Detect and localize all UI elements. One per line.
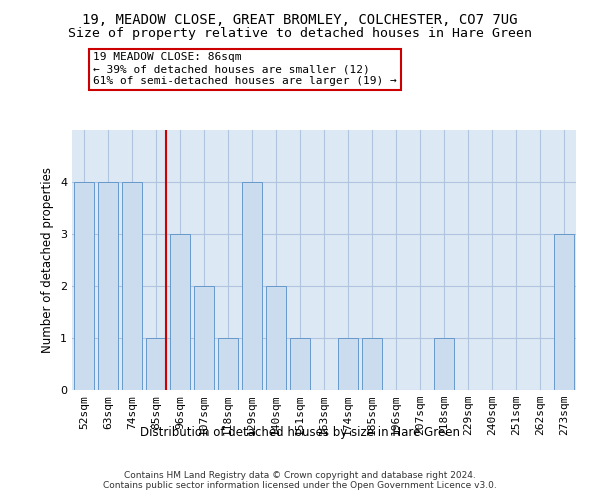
Text: 19, MEADOW CLOSE, GREAT BROMLEY, COLCHESTER, CO7 7UG: 19, MEADOW CLOSE, GREAT BROMLEY, COLCHES… (82, 12, 518, 26)
Bar (194, 286, 214, 390)
Text: Distribution of detached houses by size in Hare Green: Distribution of detached houses by size … (140, 426, 460, 439)
Bar (362, 338, 382, 390)
Bar (434, 338, 454, 390)
Bar (122, 182, 142, 390)
Bar (266, 286, 286, 390)
Bar (146, 338, 166, 390)
Bar (218, 338, 238, 390)
Bar (554, 234, 574, 390)
Bar (290, 338, 310, 390)
Text: Contains HM Land Registry data © Crown copyright and database right 2024.
Contai: Contains HM Land Registry data © Crown c… (103, 470, 497, 490)
Bar (74, 182, 94, 390)
Bar (242, 182, 262, 390)
Bar (338, 338, 358, 390)
Text: 19 MEADOW CLOSE: 86sqm
← 39% of detached houses are smaller (12)
61% of semi-det: 19 MEADOW CLOSE: 86sqm ← 39% of detached… (93, 52, 397, 86)
Bar (98, 182, 118, 390)
Y-axis label: Number of detached properties: Number of detached properties (41, 167, 55, 353)
Bar (170, 234, 190, 390)
Text: Size of property relative to detached houses in Hare Green: Size of property relative to detached ho… (68, 28, 532, 40)
